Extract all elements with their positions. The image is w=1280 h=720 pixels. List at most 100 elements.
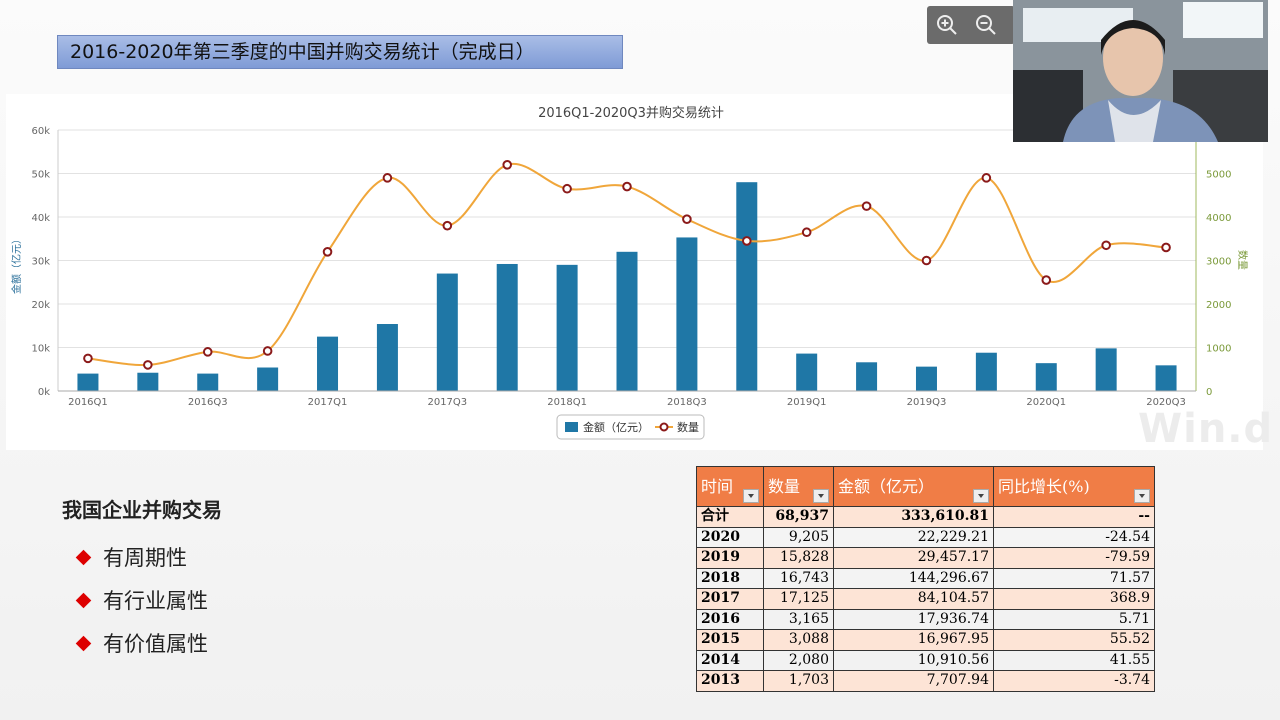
table-row: 2020 9,205 22,229.21 -24.54 [696, 526, 1155, 548]
filter-dropdown-icon[interactable] [1134, 489, 1150, 503]
cell-count: 17,125 [763, 588, 834, 610]
point-2020Q2 [1101, 240, 1111, 251]
bar-2018Q4 [736, 182, 758, 391]
zoom-out-icon[interactable] [974, 13, 998, 37]
header-amount: 金额（亿元） [833, 466, 994, 507]
watermark: Win.d [1138, 406, 1274, 452]
combo-chart: 0k 10k 20k 30k 40k 50k 60k 0 1000 2000 3000 4000 500… [10, 105, 1249, 440]
stats-table: 时间 数量 金额（亿元） 同比增长(%) 合计 68,937 333,610.81-… [696, 466, 1155, 692]
cell-count: 2,080 [763, 649, 834, 671]
x-tick-label: 2017Q1 [308, 397, 348, 408]
cell-time: 合计 [696, 506, 764, 528]
filter-dropdown-icon[interactable] [813, 489, 829, 503]
bar-2017Q1 [317, 336, 339, 391]
bar-2019Q1 [796, 353, 818, 391]
cell-time: 2019 [696, 547, 764, 569]
bar-2017Q4 [496, 263, 518, 391]
x-tick-label: 2019Q1 [787, 397, 827, 408]
cell-count: 15,828 [763, 547, 834, 569]
bar-2016Q4 [257, 367, 279, 391]
y2-axis-label: 数量 [1236, 250, 1249, 270]
y-tick-label: 60k [31, 126, 50, 137]
cell-count: 3,165 [763, 608, 834, 630]
table-row: 2015 3,088 16,967.95 55.52 [696, 629, 1155, 651]
legend-label-amount: 金额（亿元） [583, 420, 649, 434]
cell-growth: 368.9 [993, 588, 1155, 610]
presenter-video [1013, 0, 1268, 142]
bar-2020Q3 [1155, 365, 1177, 391]
point-2016Q4 [262, 346, 273, 356]
y-tick-label: 20k [31, 300, 50, 311]
y2-tick-label: 2000 [1206, 300, 1231, 311]
cell-time: 2018 [696, 567, 764, 589]
point-2020Q3 [1161, 242, 1171, 253]
table-total-row: 合计 68,937 333,610.81 -- [696, 506, 1155, 528]
cell-time: 2020 [696, 526, 764, 548]
point-2017Q4 [502, 160, 513, 170]
y-tick-label: 30k [31, 257, 50, 268]
x-tick-label: 2018Q1 [547, 397, 587, 408]
legend-label-count: 数量 [677, 421, 699, 434]
table-row: 2014 2,080 10,910.56 41.55 [696, 649, 1155, 671]
cell-amount: 17,936.74 [833, 608, 994, 630]
cell-time: 2017 [696, 588, 764, 610]
bar-2020Q2 [1095, 348, 1117, 391]
y-tick-label: 0k [38, 387, 50, 398]
cell-growth: 5.71 [993, 608, 1155, 630]
header-growth: 同比增长(%) [993, 466, 1155, 507]
bar-2020Q1 [1035, 363, 1057, 391]
cell-growth: 71.57 [993, 567, 1155, 589]
point-2019Q1 [801, 227, 812, 238]
cell-count: 16,743 [763, 567, 834, 589]
legend-swatch-count-marker [659, 422, 669, 432]
bar-2016Q1 [77, 373, 99, 391]
header-time: 时间 [696, 466, 764, 507]
cell-count: 1,703 [763, 670, 834, 692]
legend-swatch-amount [565, 422, 578, 432]
x-tick-label: 2016Q3 [188, 397, 228, 408]
cell-growth: 41.55 [993, 649, 1155, 671]
point-2017Q3 [442, 220, 453, 231]
bullet-cyclical: 有周期性 [75, 542, 187, 572]
zoom-toolbar [927, 6, 1015, 44]
x-tick-label: 2018Q3 [667, 397, 707, 408]
y-axis-label: 金额（亿元） [10, 234, 23, 294]
y-tick-label: 40k [31, 213, 50, 224]
y2-tick-label: 0 [1206, 387, 1212, 398]
filter-dropdown-icon[interactable] [973, 489, 989, 503]
bar-2018Q2 [616, 251, 638, 391]
filter-dropdown-icon[interactable] [743, 489, 759, 503]
bullet-diamond-icon [75, 549, 92, 566]
point-2020Q1 [1041, 275, 1052, 285]
table-row: 2013 1,703 7,707.94 -3.74 [696, 670, 1155, 692]
y2-tick-label: 4000 [1206, 213, 1231, 224]
cell-count: 68,937 [763, 506, 834, 528]
x-tick-label: 2020Q1 [1026, 397, 1066, 408]
chart-legend[interactable]: 金额（亿元） 数量 [556, 414, 705, 440]
bullet-diamond-icon [75, 635, 92, 652]
table-row: 2017 17,125 84,104.57 368.9 [696, 588, 1155, 610]
cell-time: 2015 [696, 629, 764, 651]
cell-growth: -79.59 [993, 547, 1155, 569]
cell-count: 3,088 [763, 629, 834, 651]
cell-amount: 84,104.57 [833, 588, 994, 610]
point-2019Q2 [861, 201, 872, 211]
point-2019Q3 [921, 255, 932, 266]
y2-tick-label: 3000 [1206, 257, 1231, 268]
point-2016Q3 [202, 347, 213, 357]
bar-2019Q2 [856, 362, 878, 391]
cell-amount: 7,707.94 [833, 670, 994, 692]
bar-2017Q2 [376, 324, 398, 391]
cell-growth: 55.52 [993, 629, 1155, 651]
header-label: 数量 [768, 477, 801, 496]
header-label: 同比增长(%) [998, 477, 1090, 496]
y-tick-label: 10k [31, 344, 50, 355]
x-tick-label: 2017Q3 [427, 397, 467, 408]
y2-tick-label: 1000 [1206, 344, 1231, 355]
x-tick-label: 2019Q3 [907, 397, 947, 408]
zoom-in-icon[interactable] [935, 13, 959, 37]
table-row: 2016 3,165 17,936.74 5.71 [696, 608, 1155, 630]
point-2018Q3 [682, 214, 692, 224]
slide-title: 2016-2020年第三季度的中国并购交易统计（完成日） [57, 35, 623, 69]
